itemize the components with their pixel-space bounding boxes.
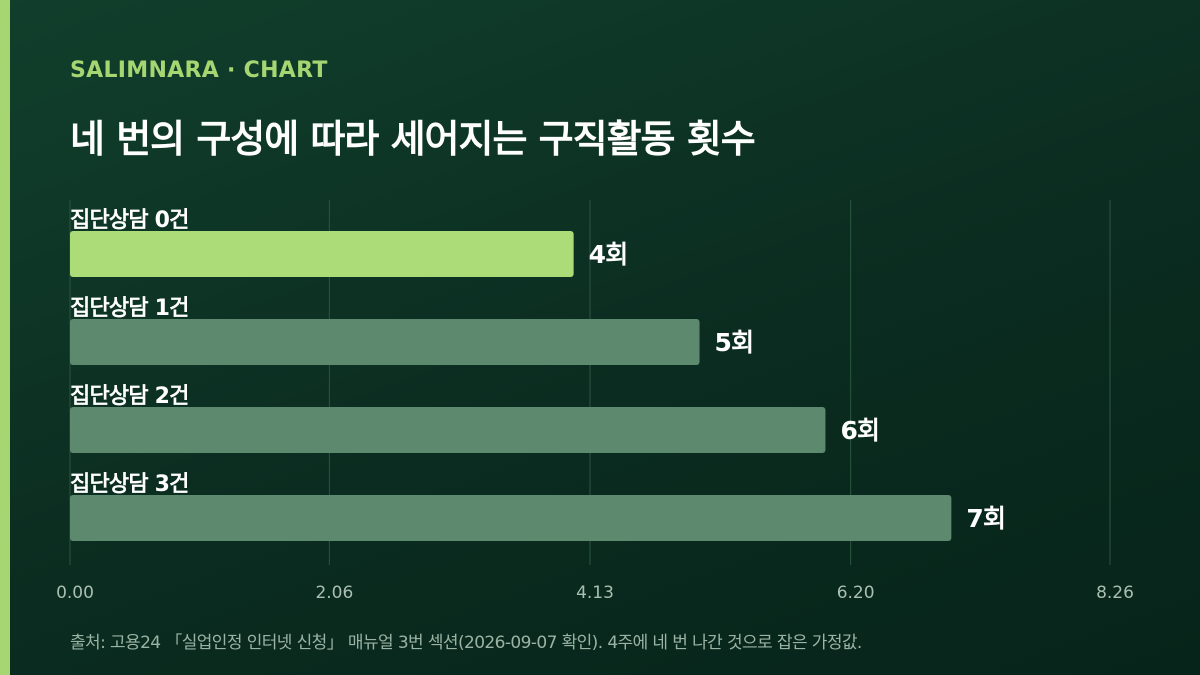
category-label: 집단상담 2건 <box>70 384 189 409</box>
category-label: 집단상담 3건 <box>70 472 189 497</box>
category-label: 집단상담 0건 <box>70 208 189 233</box>
bars <box>70 231 952 541</box>
value-label: 4회 <box>589 240 628 269</box>
x-tick-label: 8.26 <box>1096 583 1134 603</box>
value-label: 6회 <box>840 416 879 445</box>
x-axis-ticks: 0.00 2.06 4.13 6.20 8.26 <box>56 583 1134 603</box>
bar <box>70 407 826 453</box>
chart-title: 네 번의 구성에 따라 세어지는 구직활동 횟수 <box>70 117 756 161</box>
value-labels: 4회 5회 6회 7회 <box>589 240 1006 533</box>
bar <box>70 231 574 277</box>
value-label: 5회 <box>715 328 754 357</box>
x-tick-label: 0.00 <box>56 583 94 603</box>
left-accent-bar <box>0 0 10 675</box>
x-tick-label: 6.20 <box>837 583 875 603</box>
category-label: 집단상담 1건 <box>70 296 189 321</box>
bar <box>70 319 700 365</box>
x-tick-label: 2.06 <box>315 583 353 603</box>
bar <box>70 495 952 541</box>
x-tick-label: 4.13 <box>576 583 614 603</box>
brand-label: SALIMNARA · CHART <box>70 58 328 83</box>
source-note: 출처: 고용24 「실업인정 인터넷 신청」 매뉴얼 3번 섹션(2026-09… <box>70 633 862 653</box>
value-label: 7회 <box>966 504 1005 533</box>
